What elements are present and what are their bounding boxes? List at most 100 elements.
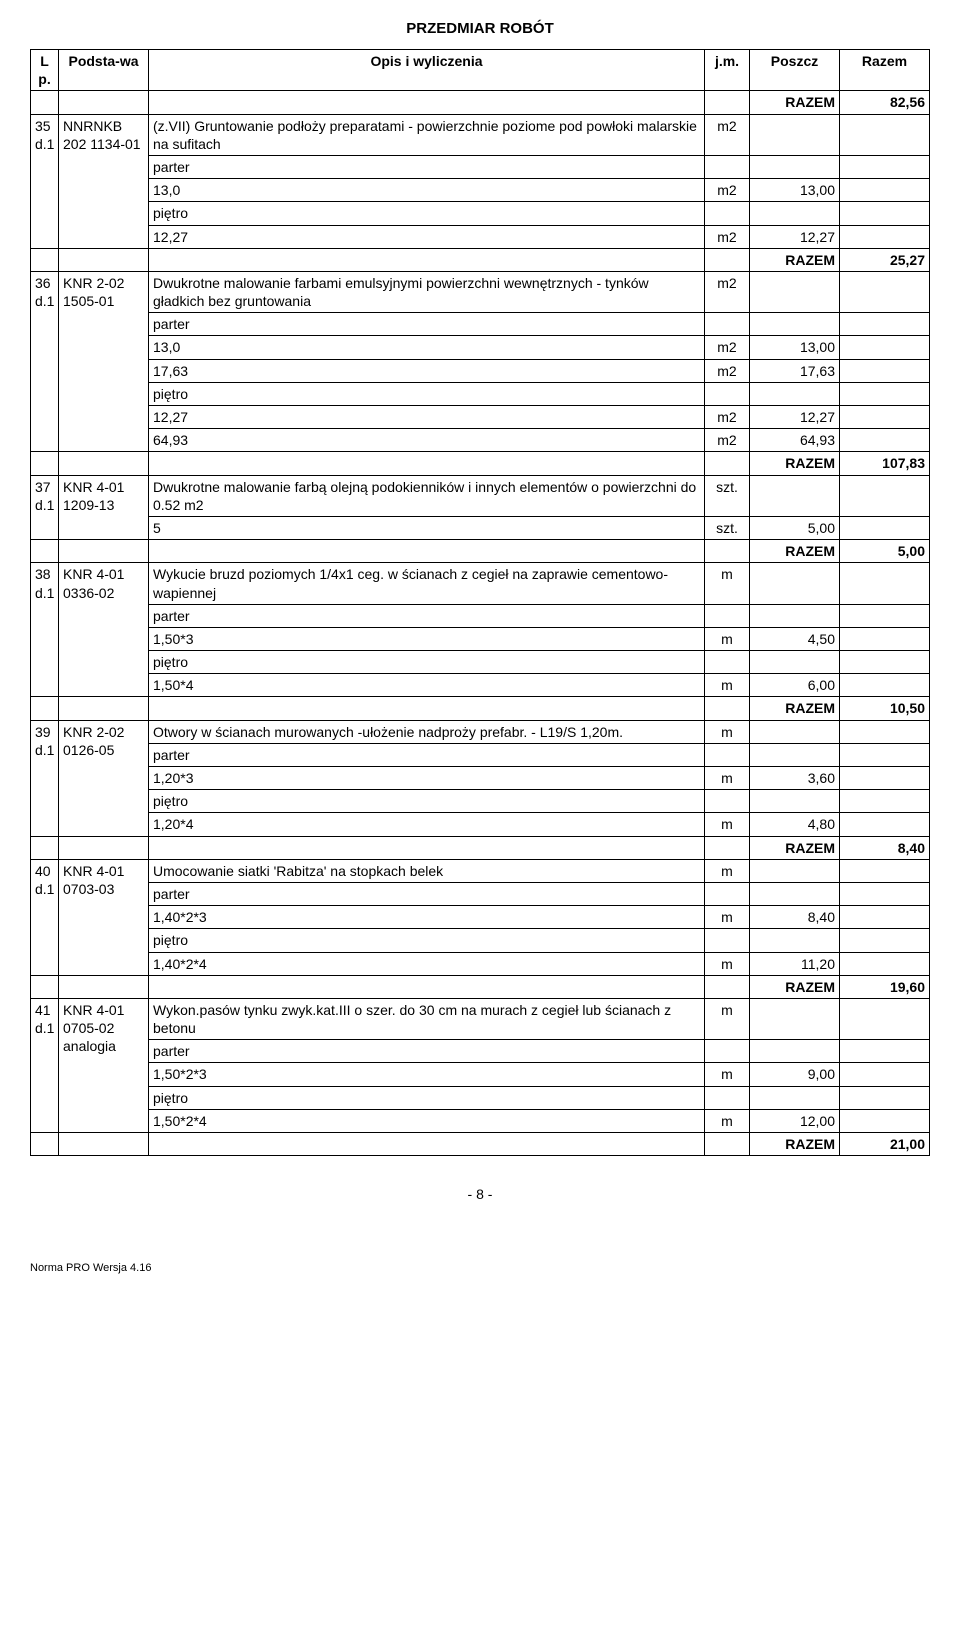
cell-poszcz [750, 998, 840, 1039]
cell-poszcz: 4,80 [750, 813, 840, 836]
cell-lp [31, 836, 59, 859]
calc-row: 17,63m217,63 [31, 359, 930, 382]
cell-calc-desc: 1,50*4 [149, 674, 705, 697]
calc-row: 1,50*2*3m9,00 [31, 1063, 930, 1086]
cell-poszcz: 3,60 [750, 767, 840, 790]
cell-razem [840, 429, 930, 452]
page-number: - 8 - [30, 1186, 930, 1202]
cell-razem [840, 767, 930, 790]
header-base: Podsta-wa [59, 50, 149, 91]
cell-jm: m [705, 998, 750, 1039]
cell-calc-desc: 1,50*2*4 [149, 1109, 705, 1132]
cell-desc [149, 975, 705, 998]
cell-jm [705, 1133, 750, 1156]
page-container: PRZEDMIAR ROBÓT L p. Podsta-wa Opis i wy… [0, 0, 960, 1294]
item-row: 40 d.1KNR 4-01 0703-03Umocowanie siatki … [31, 859, 930, 882]
cell-calc-desc: 1,20*4 [149, 813, 705, 836]
cell-razem [840, 155, 930, 178]
cell-poszcz: 64,93 [750, 429, 840, 452]
cell-razem [840, 651, 930, 674]
cell-lp: 38 d.1 [31, 563, 59, 697]
cell-sub-desc: piętro [149, 1086, 705, 1109]
item-description: Umocowanie siatki 'Rabitza' na stopkach … [153, 862, 700, 880]
calc-row: 12,27m212,27 [31, 225, 930, 248]
cell-desc: Otwory w ścianach murowanych -ułożenie n… [149, 720, 705, 743]
cell-razem [840, 179, 930, 202]
cell-poszcz [750, 882, 840, 905]
item-description: Wykon.pasów tynku zwyk.kat.III o szer. d… [153, 1001, 700, 1037]
cell-razem [840, 952, 930, 975]
cell-razem [840, 406, 930, 429]
cell-jm: m2 [705, 359, 750, 382]
cell-jm: m2 [705, 271, 750, 312]
cell-base: KNR 2-02 1505-01 [59, 271, 149, 452]
cell-jm: m [705, 813, 750, 836]
cell-sub-desc: piętro [149, 382, 705, 405]
cell-lp [31, 248, 59, 271]
header-lp: L p. [31, 50, 59, 91]
cell-poszcz [750, 313, 840, 336]
cell-desc: Wykucie bruzd poziomych 1/4x1 ceg. w ści… [149, 563, 705, 604]
cell-calc-desc: 5 [149, 516, 705, 539]
cell-razem [840, 720, 930, 743]
cell-jm [705, 651, 750, 674]
razem-row: RAZEM107,83 [31, 452, 930, 475]
cell-razem [840, 382, 930, 405]
item-description: Dwukrotne malowanie farbą olejną podokie… [153, 478, 700, 514]
cell-razem [840, 271, 930, 312]
razem-row: RAZEM21,00 [31, 1133, 930, 1156]
cell-sub-desc: piętro [149, 790, 705, 813]
cell-lp: 41 d.1 [31, 998, 59, 1132]
razem-row: RAZEM82,56 [31, 91, 930, 114]
cell-desc [149, 836, 705, 859]
cell-poszcz [750, 604, 840, 627]
cell-jm: m [705, 563, 750, 604]
cell-base [59, 697, 149, 720]
cell-sub-desc: piętro [149, 202, 705, 225]
item-row: 41 d.1KNR 4-01 0705-02 analogiaWykon.pas… [31, 998, 930, 1039]
cell-razem-label: RAZEM [750, 975, 840, 998]
calc-row: 1,50*2*4m12,00 [31, 1109, 930, 1132]
calc-row: 1,50*3m4,50 [31, 627, 930, 650]
table-header-row: L p. Podsta-wa Opis i wyliczenia j.m. Po… [31, 50, 930, 91]
razem-row: RAZEM5,00 [31, 540, 930, 563]
cell-base [59, 91, 149, 114]
footer-note: Norma PRO Wersja 4.16 [30, 1262, 930, 1274]
cell-razem [840, 114, 930, 155]
calc-row: 12,27m212,27 [31, 406, 930, 429]
cell-base: KNR 2-02 0126-05 [59, 720, 149, 836]
item-row: 36 d.1KNR 2-02 1505-01Dwukrotne malowani… [31, 271, 930, 312]
cell-jm [705, 202, 750, 225]
cell-poszcz [750, 271, 840, 312]
cell-base [59, 452, 149, 475]
cell-jm [705, 743, 750, 766]
sub-row: piętro [31, 929, 930, 952]
cell-razem [840, 627, 930, 650]
header-desc: Opis i wyliczenia [149, 50, 705, 91]
cell-razem [840, 1063, 930, 1086]
cell-desc: Dwukrotne malowanie farbą olejną podokie… [149, 475, 705, 516]
cell-razem [840, 743, 930, 766]
cell-jm: m [705, 952, 750, 975]
cell-razem [840, 929, 930, 952]
cell-jm [705, 91, 750, 114]
cell-jm: m2 [705, 429, 750, 452]
cell-razem [840, 882, 930, 905]
cell-sub-desc: parter [149, 604, 705, 627]
cell-razem-value: 25,27 [840, 248, 930, 271]
cell-poszcz [750, 475, 840, 516]
cell-razem [840, 202, 930, 225]
cell-razem-value: 5,00 [840, 540, 930, 563]
cell-razem-value: 19,60 [840, 975, 930, 998]
cell-razem-value: 8,40 [840, 836, 930, 859]
cell-jm [705, 155, 750, 178]
cell-poszcz [750, 651, 840, 674]
cell-razem-label: RAZEM [750, 1133, 840, 1156]
cell-sub-desc: piętro [149, 651, 705, 674]
cell-jm [705, 313, 750, 336]
sub-row: piętro [31, 651, 930, 674]
calc-row: 1,20*3m3,60 [31, 767, 930, 790]
cell-jm [705, 248, 750, 271]
cell-calc-desc: 12,27 [149, 406, 705, 429]
cell-poszcz: 13,00 [750, 336, 840, 359]
